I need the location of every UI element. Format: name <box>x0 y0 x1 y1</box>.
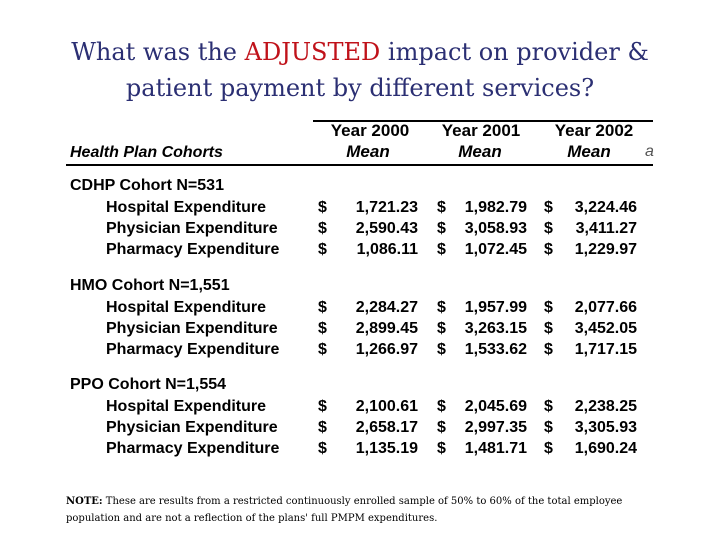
cohort-heading: PPO Cohort N=1,554 <box>70 376 227 393</box>
value-cell: 1,690.24 <box>574 440 637 457</box>
currency-symbol: $ <box>544 199 553 216</box>
currency-symbol: $ <box>318 440 327 457</box>
value-cell: 1,982.79 <box>464 199 527 216</box>
currency-symbol: $ <box>544 299 553 316</box>
value-cell: 2,899.45 <box>355 320 418 337</box>
row-label: Pharmacy Expenditure <box>106 241 280 258</box>
value-cell: 3,305.93 <box>574 419 637 436</box>
currency-symbol: $ <box>544 320 553 337</box>
currency-symbol: $ <box>544 241 553 258</box>
column-stat-2001: Mean <box>458 142 502 161</box>
footnote-label: NOTE: <box>66 496 103 507</box>
title-line-1: What was the ADJUSTED impact on provider… <box>0 34 720 70</box>
currency-symbol: $ <box>318 241 327 258</box>
currency-symbol: $ <box>318 220 327 237</box>
currency-symbol: $ <box>437 241 446 258</box>
slide-title: What was the ADJUSTED impact on provider… <box>0 34 720 106</box>
header-bottom-rule <box>66 164 653 166</box>
left-header: Health Plan Cohorts <box>70 144 223 161</box>
currency-symbol: $ <box>437 341 446 358</box>
currency-symbol: $ <box>437 320 446 337</box>
value-cell: 2,077.66 <box>574 299 637 316</box>
value-cell: 1,717.15 <box>574 341 637 358</box>
currency-symbol: $ <box>318 398 327 415</box>
title-emphasis: ADJUSTED <box>244 38 381 66</box>
value-cell: 1,229.97 <box>574 241 637 258</box>
value-cell: 1,721.23 <box>355 199 418 216</box>
footnote-text: These are results from a restricted cont… <box>66 496 623 524</box>
row-label: Hospital Expenditure <box>106 398 267 415</box>
value-cell: 3,263.15 <box>464 320 527 337</box>
column-year-2000: Year 2000 <box>330 121 410 140</box>
currency-symbol: $ <box>318 341 327 358</box>
value-cell: 1,481.71 <box>464 440 527 457</box>
value-cell: 2,997.35 <box>464 419 527 436</box>
currency-symbol: $ <box>544 419 553 436</box>
column-year-2001: Year 2001 <box>441 121 521 140</box>
row-label: Physician Expenditure <box>106 220 278 237</box>
currency-symbol: $ <box>437 199 446 216</box>
currency-symbol: $ <box>318 199 327 216</box>
value-cell: 3,058.93 <box>464 220 527 237</box>
value-cell: 3,411.27 <box>575 220 637 237</box>
title-part-1: What was the <box>71 38 245 66</box>
currency-symbol: $ <box>544 341 553 358</box>
header-top-rule <box>313 120 653 122</box>
stray-character: a <box>645 143 654 160</box>
value-cell: 2,045.69 <box>464 398 527 415</box>
currency-symbol: $ <box>437 419 446 436</box>
currency-symbol: $ <box>437 398 446 415</box>
column-stat-2002: Mean <box>567 142 611 161</box>
value-cell: 1,135.19 <box>355 440 418 457</box>
footnote: NOTE: These are results from a restricte… <box>66 493 666 527</box>
value-cell: 1,072.45 <box>464 241 527 258</box>
title-part-2: impact on provider & <box>380 38 649 66</box>
currency-symbol: $ <box>437 440 446 457</box>
row-label: Pharmacy Expenditure <box>106 440 280 457</box>
value-cell: 3,452.05 <box>574 320 637 337</box>
row-label: Pharmacy Expenditure <box>106 341 280 358</box>
value-cell: 1,086.11 <box>356 241 418 258</box>
row-label: Hospital Expenditure <box>106 199 267 216</box>
cohort-heading: HMO Cohort N=1,551 <box>70 277 230 294</box>
value-cell: 2,100.61 <box>355 398 418 415</box>
currency-symbol: $ <box>544 440 553 457</box>
value-cell: 2,238.25 <box>574 398 637 415</box>
value-cell: 1,957.99 <box>464 299 527 316</box>
currency-symbol: $ <box>437 299 446 316</box>
currency-symbol: $ <box>318 299 327 316</box>
currency-symbol: $ <box>544 220 553 237</box>
value-cell: 1,533.62 <box>464 341 527 358</box>
value-cell: 2,284.27 <box>355 299 418 316</box>
row-label: Physician Expenditure <box>106 419 278 436</box>
row-label: Hospital Expenditure <box>106 299 267 316</box>
value-cell: 1,266.97 <box>355 341 418 358</box>
currency-symbol: $ <box>544 398 553 415</box>
value-cell: 3,224.46 <box>574 199 637 216</box>
value-cell: 2,658.17 <box>355 419 418 436</box>
row-label: Physician Expenditure <box>106 320 278 337</box>
currency-symbol: $ <box>437 220 446 237</box>
column-stat-2000: Mean <box>346 142 390 161</box>
value-cell: 2,590.43 <box>355 220 418 237</box>
currency-symbol: $ <box>318 320 327 337</box>
title-line-2: patient payment by different services? <box>125 74 595 102</box>
cohort-heading: CDHP Cohort N=531 <box>70 177 224 194</box>
currency-symbol: $ <box>318 419 327 436</box>
column-year-2002: Year 2002 <box>554 121 634 140</box>
